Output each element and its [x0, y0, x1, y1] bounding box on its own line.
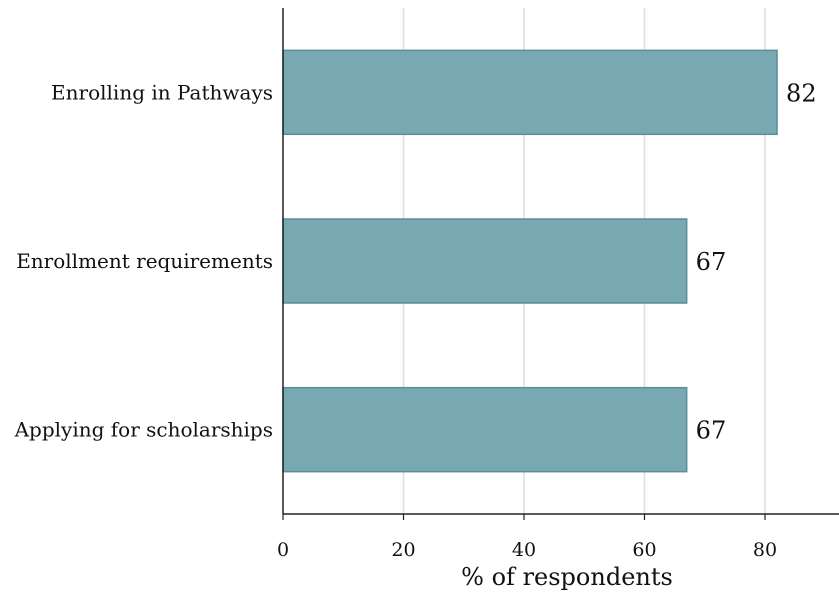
x-ticks: 0 20 40 60 80 [277, 514, 777, 561]
value-label: 82 [786, 79, 817, 107]
bars [282, 49, 778, 473]
value-label: 67 [696, 248, 727, 276]
axes [282, 8, 839, 515]
category-label: Enrollment requirements [16, 249, 273, 273]
x-tick-label: 80 [753, 539, 777, 561]
category-label: Enrolling in Pathways [51, 80, 273, 104]
category-labels: Enrolling in Pathways Enrollment requirem… [14, 80, 273, 441]
x-tick-label: 40 [512, 539, 536, 561]
x-tick-label: 20 [391, 539, 415, 561]
bar [282, 49, 778, 136]
bar [282, 218, 688, 304]
x-tick-label: 0 [277, 539, 289, 561]
bar [282, 386, 688, 473]
value-labels: 82 67 67 [696, 79, 817, 444]
value-label: 67 [696, 417, 727, 445]
category-label: Applying for scholarships [14, 418, 273, 442]
x-tick-label: 60 [632, 539, 656, 561]
x-axis-title: % of respondents [461, 563, 673, 591]
